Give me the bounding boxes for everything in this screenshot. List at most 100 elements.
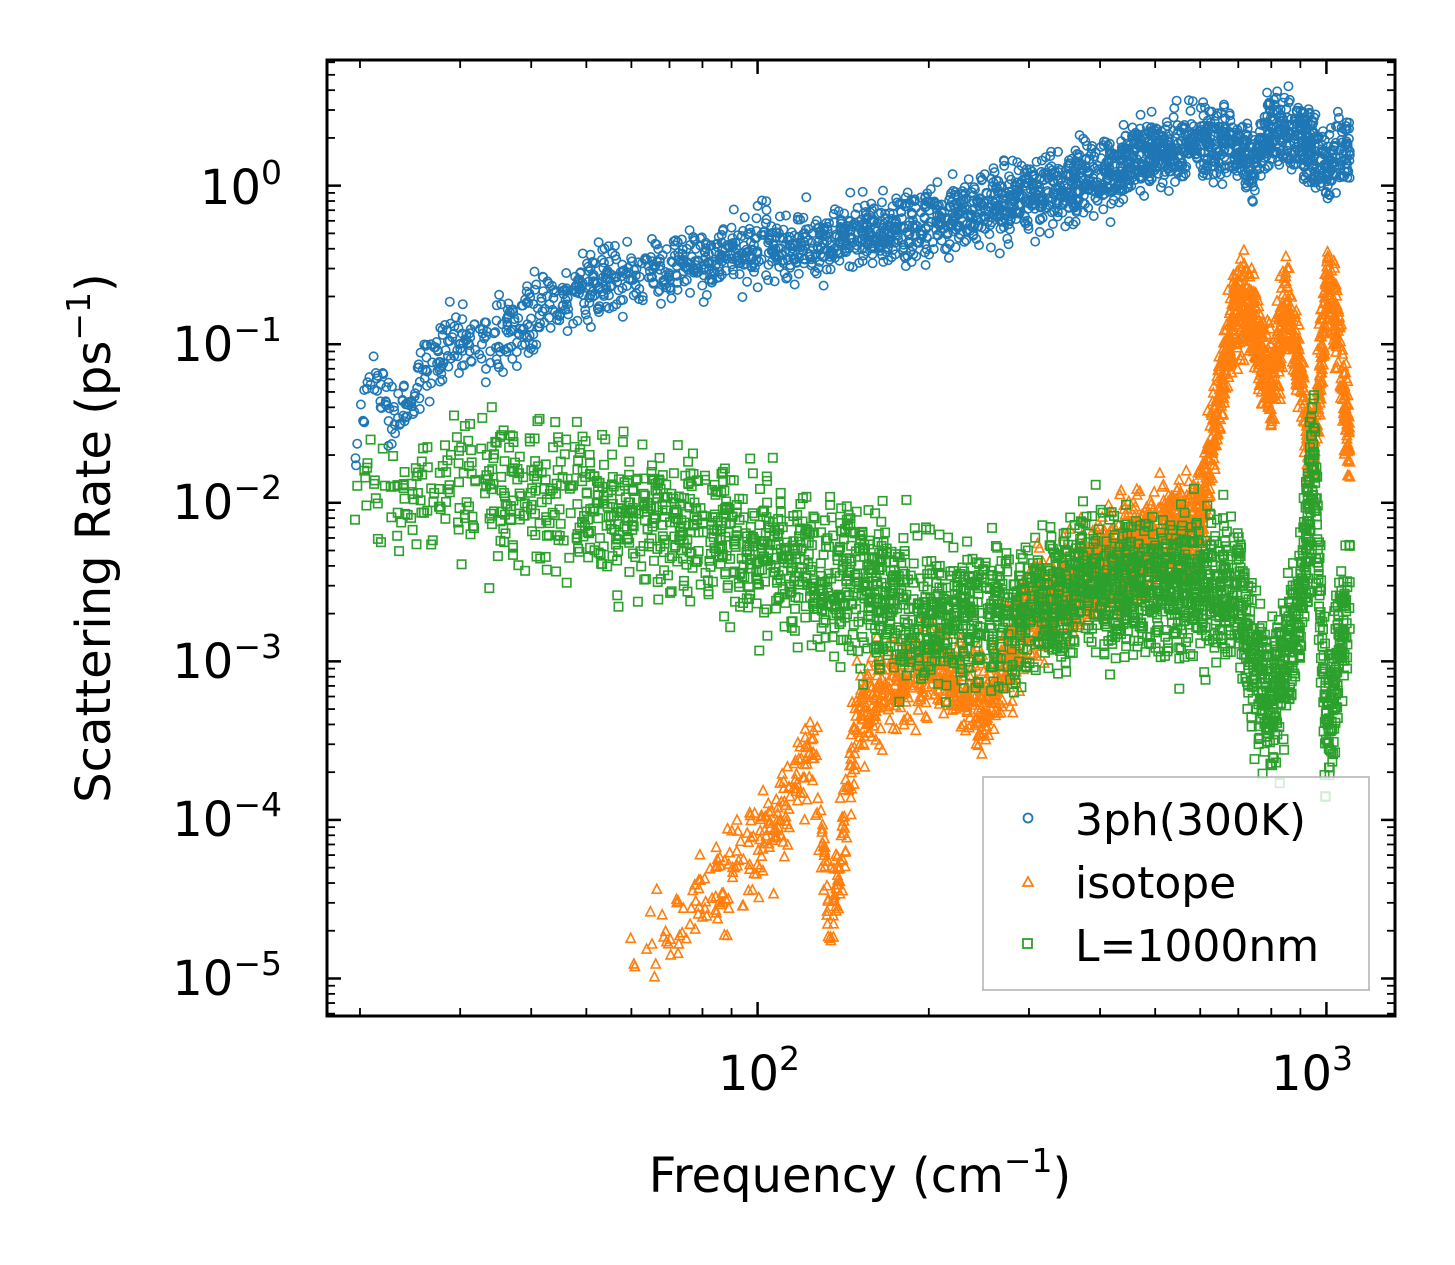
- data-point: [1003, 239, 1014, 250]
- data-point: [853, 216, 864, 227]
- data-point: [1286, 164, 1297, 175]
- data-point: [1032, 179, 1043, 190]
- data-point: [470, 344, 481, 355]
- data-point: [783, 820, 796, 833]
- data-point: [909, 196, 920, 207]
- data-point: [491, 300, 502, 311]
- data-point: [562, 326, 573, 337]
- data-point: [1135, 185, 1146, 196]
- data-point: [656, 908, 669, 920]
- data-point: [767, 886, 780, 899]
- data-point: [1108, 195, 1119, 206]
- data-point: [511, 346, 522, 357]
- data-point: [1170, 176, 1181, 187]
- data-point: [596, 254, 607, 265]
- data-point: [517, 340, 528, 351]
- data-point: [697, 280, 708, 291]
- data-point: [971, 234, 982, 245]
- data-point: [811, 268, 822, 279]
- data-point: [561, 267, 572, 278]
- data-point: [866, 198, 877, 209]
- data-point: [742, 276, 753, 287]
- data-point: [858, 760, 871, 772]
- data-point: [834, 255, 845, 266]
- data-point: [368, 351, 379, 362]
- data-point: [757, 783, 770, 796]
- data-point: [653, 286, 664, 297]
- data-point: [782, 255, 793, 266]
- data-point: [789, 279, 800, 290]
- data-point: [966, 205, 977, 216]
- data-point: [1037, 212, 1048, 223]
- data-point: [1180, 464, 1193, 476]
- data-point: [975, 747, 988, 759]
- data-point: [904, 238, 915, 249]
- data-point: [752, 282, 763, 293]
- data-point: [1198, 97, 1209, 108]
- data-point: [1262, 87, 1273, 98]
- data-point: [574, 284, 585, 295]
- data-point: [784, 245, 795, 256]
- data-point: [1002, 233, 1013, 244]
- data-point: [457, 299, 468, 310]
- data-point: [798, 812, 811, 825]
- data-point: [377, 367, 388, 378]
- data-point: [463, 337, 474, 348]
- data-point: [852, 227, 863, 238]
- data-point: [714, 266, 725, 277]
- data-point: [891, 193, 902, 204]
- data-point: [457, 314, 468, 325]
- data-point: [531, 279, 542, 290]
- data-point: [1187, 96, 1198, 107]
- data-point: [943, 252, 954, 263]
- data-point: [480, 363, 491, 374]
- data-point: [609, 240, 620, 251]
- data-point: [822, 224, 833, 235]
- data-point: [804, 249, 815, 260]
- data-point: [1331, 187, 1342, 198]
- data-point: [1135, 109, 1146, 120]
- data-point: [852, 202, 863, 213]
- data-point: [858, 250, 869, 261]
- data-point: [679, 276, 690, 287]
- data-point: [1044, 228, 1055, 239]
- data-point: [1034, 226, 1045, 237]
- data-point: [425, 339, 436, 350]
- data-point: [689, 894, 702, 906]
- data-point: [994, 248, 1005, 259]
- data-point: [655, 298, 666, 309]
- data-point: [959, 182, 970, 193]
- data-point: [1146, 106, 1157, 117]
- data-point: [1283, 81, 1294, 92]
- data-point: [1045, 151, 1056, 162]
- data-point: [409, 406, 420, 417]
- data-point: [804, 715, 817, 728]
- data-point: [850, 243, 861, 254]
- data-point: [1171, 95, 1182, 106]
- data-point: [444, 335, 455, 346]
- data-point: [381, 400, 392, 411]
- data-point: [579, 298, 590, 309]
- data-point: [358, 416, 369, 427]
- data-point: [761, 205, 772, 216]
- data-point: [860, 207, 871, 218]
- data-point: [664, 948, 677, 960]
- data-point: [1344, 172, 1355, 183]
- data-point: [1144, 176, 1155, 187]
- data-point: [793, 268, 804, 279]
- data-point: [386, 424, 397, 435]
- data-point: [450, 312, 461, 323]
- data-point: [672, 946, 684, 959]
- data-point: [651, 239, 662, 250]
- data-point: [947, 169, 958, 180]
- data-point: [778, 233, 789, 244]
- data-point: [444, 296, 455, 307]
- data-point: [995, 223, 1006, 234]
- data-point: [649, 957, 662, 969]
- data-point: [1053, 167, 1064, 178]
- data-point: [851, 244, 862, 255]
- data-point: [920, 259, 931, 270]
- data-point: [761, 270, 772, 281]
- data-point: [1088, 211, 1099, 222]
- data-point: [493, 341, 504, 352]
